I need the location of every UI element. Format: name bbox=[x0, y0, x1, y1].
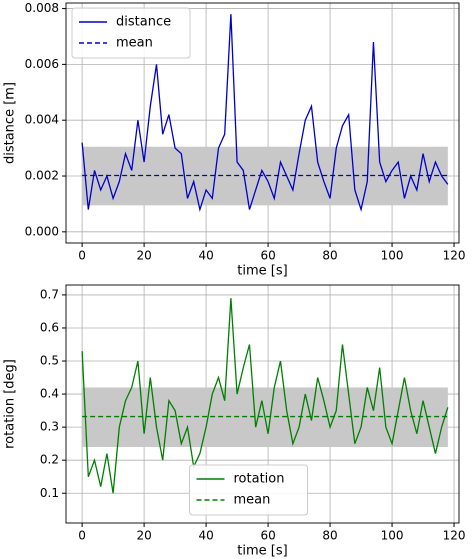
x-tick-label: 40 bbox=[198, 249, 213, 263]
y-axis-label: rotation [deg] bbox=[3, 359, 18, 449]
x-tick-label: 40 bbox=[198, 529, 213, 543]
axes-frame bbox=[65, 2, 460, 244]
legend-box bbox=[71, 7, 191, 59]
x-tick-label: 20 bbox=[136, 529, 151, 543]
data-line bbox=[81, 298, 449, 494]
x-axis-label: time [s] bbox=[237, 264, 287, 279]
x-tick-label: 80 bbox=[322, 249, 337, 263]
y-tick-label: 0.3 bbox=[40, 420, 59, 434]
axes-frame bbox=[65, 284, 460, 524]
x-tick-label: 60 bbox=[260, 249, 275, 263]
y-tick-label: 0.004 bbox=[25, 113, 59, 127]
legend-label: distance bbox=[116, 15, 171, 30]
y-tick-label: 0.4 bbox=[40, 387, 59, 401]
y-tick-label: 0.008 bbox=[25, 1, 59, 15]
legend-box bbox=[189, 464, 308, 516]
y-tick-label: 0.6 bbox=[40, 320, 59, 334]
legend-label: rotation bbox=[234, 472, 285, 487]
y-tick-label: 0.2 bbox=[40, 453, 59, 467]
legend-label: mean bbox=[234, 493, 271, 508]
x-tick-label: 0 bbox=[78, 529, 86, 543]
x-tick-label: 100 bbox=[381, 249, 404, 263]
x-tick-label: 120 bbox=[443, 249, 466, 263]
data-line bbox=[81, 14, 449, 213]
y-tick-label: 0.7 bbox=[40, 287, 59, 301]
y-tick-label: 0.1 bbox=[40, 486, 59, 500]
y-tick-label: 0.006 bbox=[25, 57, 59, 71]
y-tick-label: 0.002 bbox=[25, 169, 59, 183]
x-axis-label: time [s] bbox=[237, 544, 287, 559]
x-tick-label: 20 bbox=[136, 249, 151, 263]
x-tick-label: 60 bbox=[260, 529, 275, 543]
y-tick-label: 0.5 bbox=[40, 354, 59, 368]
x-tick-label: 0 bbox=[78, 249, 86, 263]
y-axis-label: distance [m] bbox=[3, 82, 18, 164]
x-tick-label: 80 bbox=[322, 529, 337, 543]
x-tick-label: 100 bbox=[381, 529, 404, 543]
x-tick-label: 120 bbox=[443, 529, 466, 543]
legend-label: mean bbox=[116, 36, 153, 51]
y-tick-label: 0.000 bbox=[25, 224, 59, 238]
